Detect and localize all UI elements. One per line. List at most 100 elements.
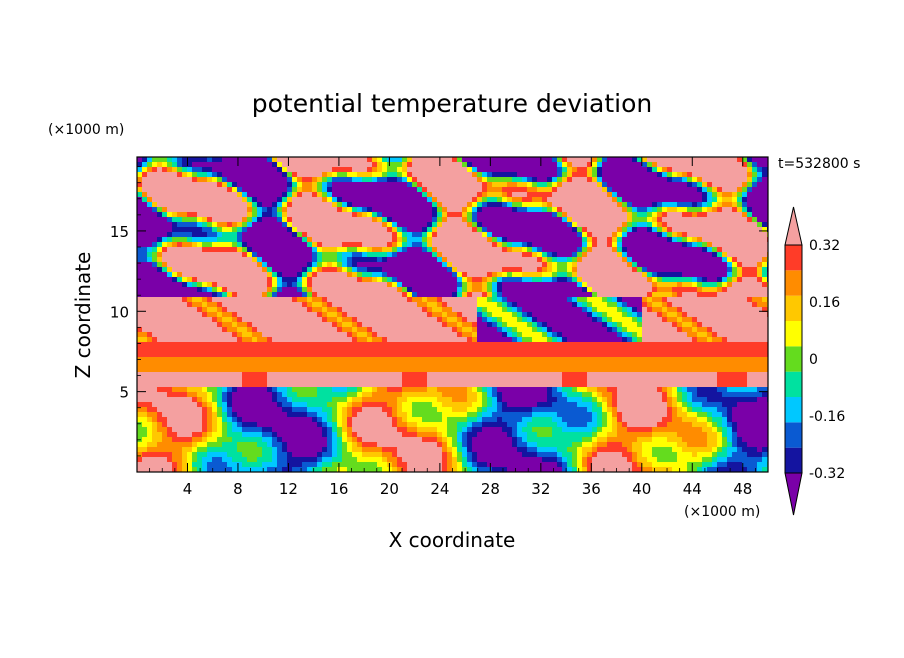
field-cell — [282, 377, 287, 382]
field-cell — [432, 312, 437, 317]
field-cell — [647, 282, 652, 287]
field-cell — [622, 337, 627, 342]
field-cell — [567, 242, 572, 247]
field-cell — [662, 172, 667, 177]
field-cell — [277, 227, 282, 232]
field-cell — [292, 222, 297, 227]
field-cell — [487, 167, 492, 172]
field-cell — [472, 222, 477, 227]
field-cell — [622, 177, 627, 182]
field-cell — [647, 357, 652, 362]
field-cell — [632, 237, 637, 242]
field-cell — [597, 332, 602, 337]
field-cell — [257, 377, 262, 382]
field-cell — [557, 317, 562, 322]
field-cell — [362, 187, 367, 192]
field-cell — [642, 232, 647, 237]
field-cell — [322, 387, 327, 392]
field-cell — [457, 157, 462, 162]
field-cell — [342, 412, 347, 417]
field-cell — [672, 307, 677, 312]
field-cell — [417, 362, 422, 367]
field-cell — [272, 207, 277, 212]
field-cell — [282, 207, 287, 212]
field-cell — [372, 252, 377, 257]
field-cell — [282, 387, 287, 392]
field-cell — [712, 407, 717, 412]
field-cell — [527, 162, 532, 167]
field-cell — [172, 397, 177, 402]
field-cell — [297, 272, 302, 277]
field-cell — [602, 397, 607, 402]
field-cell — [732, 392, 737, 397]
field-cell — [742, 417, 747, 422]
field-cell — [312, 397, 317, 402]
field-cell — [287, 197, 292, 202]
field-cell — [637, 242, 642, 247]
field-cell — [397, 192, 402, 197]
field-cell — [417, 202, 422, 207]
field-cell — [282, 242, 287, 247]
field-cell — [172, 347, 177, 352]
field-cell — [362, 347, 367, 352]
field-cell — [287, 252, 292, 257]
field-cell — [492, 157, 497, 162]
field-cell — [542, 202, 547, 207]
field-cell — [597, 312, 602, 317]
field-cell — [437, 402, 442, 407]
field-cell — [642, 257, 647, 262]
field-cell — [647, 197, 652, 202]
field-cell — [637, 192, 642, 197]
field-cell — [352, 322, 357, 327]
field-cell — [472, 412, 477, 417]
field-cell — [252, 422, 257, 427]
field-cell — [752, 367, 757, 372]
field-cell — [617, 232, 622, 237]
field-cell — [547, 402, 552, 407]
field-cell — [257, 232, 262, 237]
field-cell — [267, 172, 272, 177]
field-cell — [467, 322, 472, 327]
field-cell — [552, 377, 557, 382]
field-cell — [732, 272, 737, 277]
field-cell — [537, 222, 542, 227]
field-cell — [312, 312, 317, 317]
field-cell — [262, 392, 267, 397]
field-cell — [357, 192, 362, 197]
field-cell — [672, 287, 677, 292]
field-cell — [707, 377, 712, 382]
field-cell — [567, 332, 572, 337]
field-cell — [327, 307, 332, 312]
field-cell — [157, 287, 162, 292]
field-cell — [712, 242, 717, 247]
field-cell — [722, 417, 727, 422]
field-cell — [667, 227, 672, 232]
field-cell — [547, 232, 552, 237]
field-cell — [632, 262, 637, 267]
field-cell — [242, 317, 247, 322]
field-cell — [147, 232, 152, 237]
field-cell — [327, 427, 332, 432]
field-cell — [227, 232, 232, 237]
field-cell — [142, 252, 147, 257]
field-cell — [637, 167, 642, 172]
field-cell — [692, 202, 697, 207]
field-cell — [167, 282, 172, 287]
field-cell — [627, 302, 632, 307]
field-cell — [672, 192, 677, 197]
field-cell — [257, 412, 262, 417]
field-cell — [697, 197, 702, 202]
field-cell — [702, 257, 707, 262]
field-cell — [352, 252, 357, 257]
field-cell — [552, 202, 557, 207]
field-cell — [277, 217, 282, 222]
field-cell — [172, 287, 177, 292]
field-cell — [507, 267, 512, 272]
field-cell — [272, 387, 277, 392]
field-cell — [677, 267, 682, 272]
field-cell — [447, 347, 452, 352]
field-cell — [627, 367, 632, 372]
field-cell — [352, 182, 357, 187]
field-cell — [707, 352, 712, 357]
